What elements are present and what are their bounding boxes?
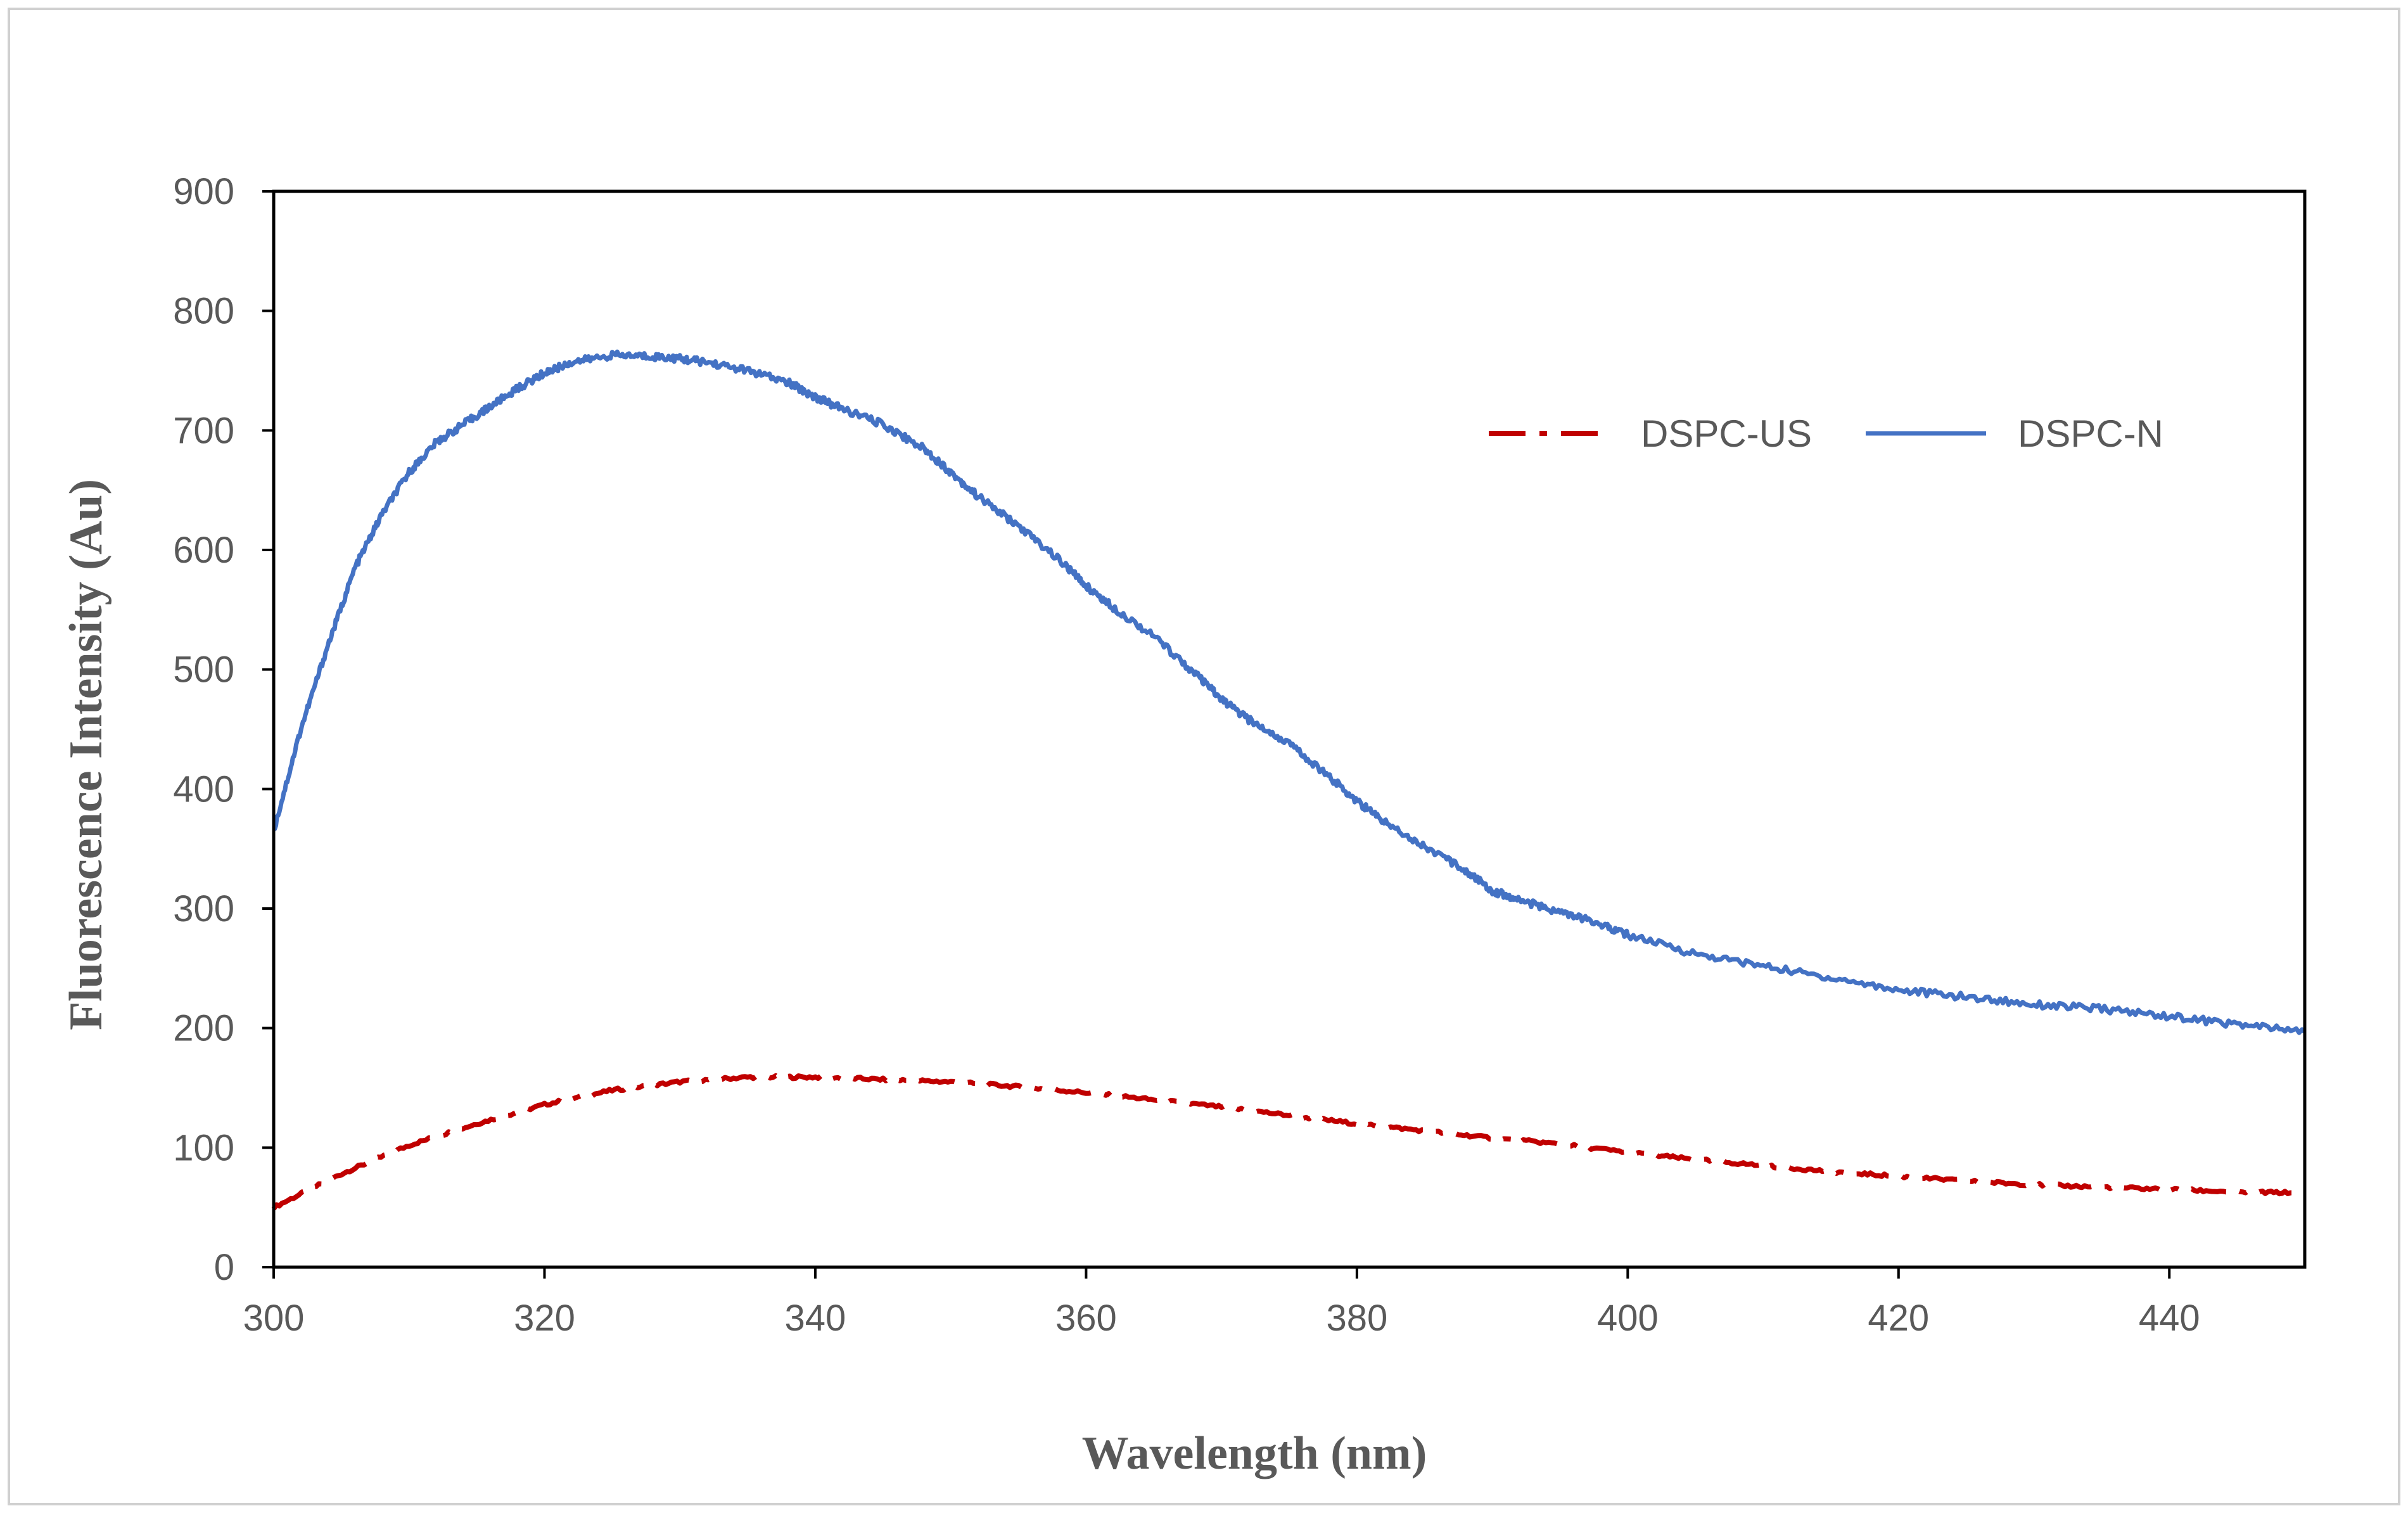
x-tick-label: 380 (1326, 1298, 1387, 1339)
series-line-dspc-us (271, 1073, 2306, 1211)
x-tick-label: 300 (243, 1298, 305, 1339)
plot-border (272, 189, 2307, 1269)
y-tick-label: 100 (173, 1127, 234, 1168)
chart-frame (8, 8, 2400, 1505)
x-tick-label: 400 (1597, 1298, 1659, 1339)
y-tick-label: 600 (173, 530, 234, 571)
x-tick-label: 360 (1055, 1298, 1117, 1339)
y-tick-label: 900 (173, 171, 234, 212)
y-axis-title: Fluorescence Intensity (Au) (60, 479, 112, 1030)
legend-label-dspc-n: DSPC-N (2018, 412, 2163, 455)
legend-label-dspc-us: DSPC-US (1641, 412, 1812, 455)
y-tick-label: 500 (173, 649, 234, 691)
y-tick-label: 200 (173, 1008, 234, 1049)
y-tick-label: 800 (173, 291, 234, 332)
x-tick-label: 440 (2139, 1298, 2200, 1339)
y-tick-label: 0 (214, 1247, 234, 1288)
y-tick-label: 300 (173, 888, 234, 929)
x-tick-label: 320 (514, 1298, 575, 1339)
series-line-dspc-n (272, 349, 2307, 1035)
y-tick-label: 400 (173, 769, 234, 810)
x-tick-label: 340 (785, 1298, 846, 1339)
legend: DSPC-US DSPC-N (1489, 412, 2163, 455)
x-axis-title: Wavelength (nm) (1082, 1427, 1427, 1479)
x-tick-label: 420 (1868, 1298, 1929, 1339)
y-tick-label: 700 (173, 410, 234, 451)
